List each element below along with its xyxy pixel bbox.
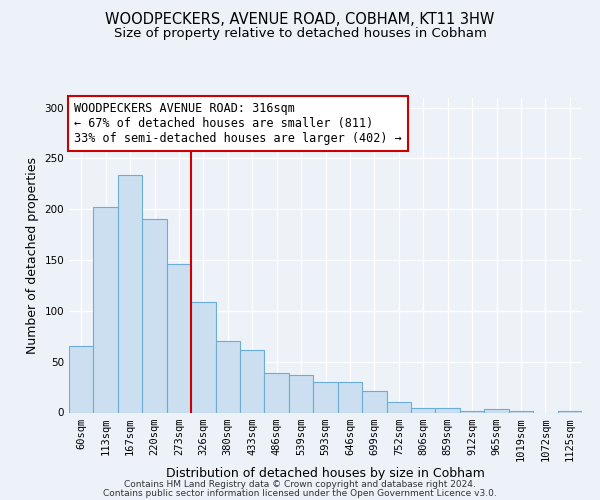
Text: WOODPECKERS AVENUE ROAD: 316sqm
← 67% of detached houses are smaller (811)
33% o: WOODPECKERS AVENUE ROAD: 316sqm ← 67% of… <box>74 102 402 145</box>
Text: Contains public sector information licensed under the Open Government Licence v3: Contains public sector information licen… <box>103 488 497 498</box>
Bar <box>386 402 411 412</box>
X-axis label: Distribution of detached houses by size in Cobham: Distribution of detached houses by size … <box>166 466 485 479</box>
Bar <box>240 350 265 412</box>
Bar <box>191 302 215 412</box>
Bar <box>94 207 118 412</box>
Bar <box>265 373 289 412</box>
Bar <box>362 391 386 412</box>
Bar <box>167 264 191 412</box>
Bar <box>142 220 167 412</box>
Y-axis label: Number of detached properties: Number of detached properties <box>26 156 39 354</box>
Bar <box>118 174 142 412</box>
Bar <box>436 408 460 412</box>
Text: WOODPECKERS, AVENUE ROAD, COBHAM, KT11 3HW: WOODPECKERS, AVENUE ROAD, COBHAM, KT11 3… <box>106 12 494 28</box>
Bar <box>484 410 509 412</box>
Bar <box>411 408 436 412</box>
Text: Contains HM Land Registry data © Crown copyright and database right 2024.: Contains HM Land Registry data © Crown c… <box>124 480 476 489</box>
Bar <box>289 375 313 412</box>
Bar <box>215 342 240 412</box>
Bar <box>69 346 94 412</box>
Text: Size of property relative to detached houses in Cobham: Size of property relative to detached ho… <box>113 28 487 40</box>
Bar <box>338 382 362 412</box>
Bar <box>313 382 338 412</box>
